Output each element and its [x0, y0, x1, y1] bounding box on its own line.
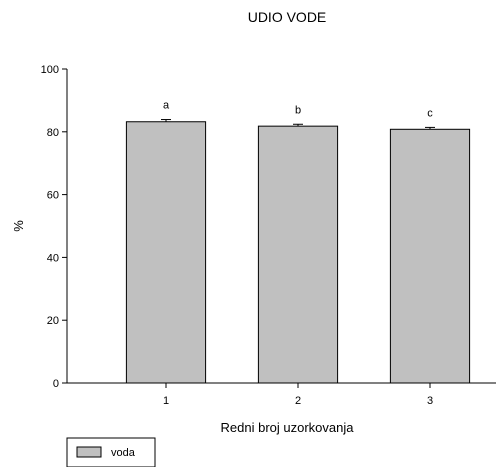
x-axis-label: Redni broj uzorkovanja — [221, 420, 355, 435]
legend-label: voda — [111, 447, 136, 459]
plot-area: a 1 b 2 c 3 0 20 40 60 80 100 — [41, 64, 496, 407]
data-label-3: c — [427, 107, 433, 119]
y-tick-label-20: 20 — [47, 315, 59, 327]
bar-1 — [125, 121, 207, 384]
data-label-2: b — [295, 104, 301, 116]
bar-2 — [257, 125, 339, 384]
y-tick-label-40: 40 — [47, 252, 59, 264]
y-tick-label-80: 80 — [47, 127, 59, 139]
y-tick-label-60: 60 — [47, 190, 59, 202]
y-tick-label-100: 100 — [41, 64, 59, 76]
y-tick-label-0: 0 — [53, 378, 59, 390]
legend: voda — [66, 437, 156, 467]
chart-title: UDIO VODE — [248, 9, 327, 25]
data-label-1: a — [163, 100, 170, 112]
legend-swatch — [76, 446, 102, 458]
x-tick-label-3: 3 — [427, 395, 433, 407]
x-tick-label-1: 1 — [163, 395, 169, 407]
x-tick-label-2: 2 — [295, 395, 301, 407]
bar-3 — [389, 128, 471, 384]
y-axis-label: % — [11, 220, 26, 232]
